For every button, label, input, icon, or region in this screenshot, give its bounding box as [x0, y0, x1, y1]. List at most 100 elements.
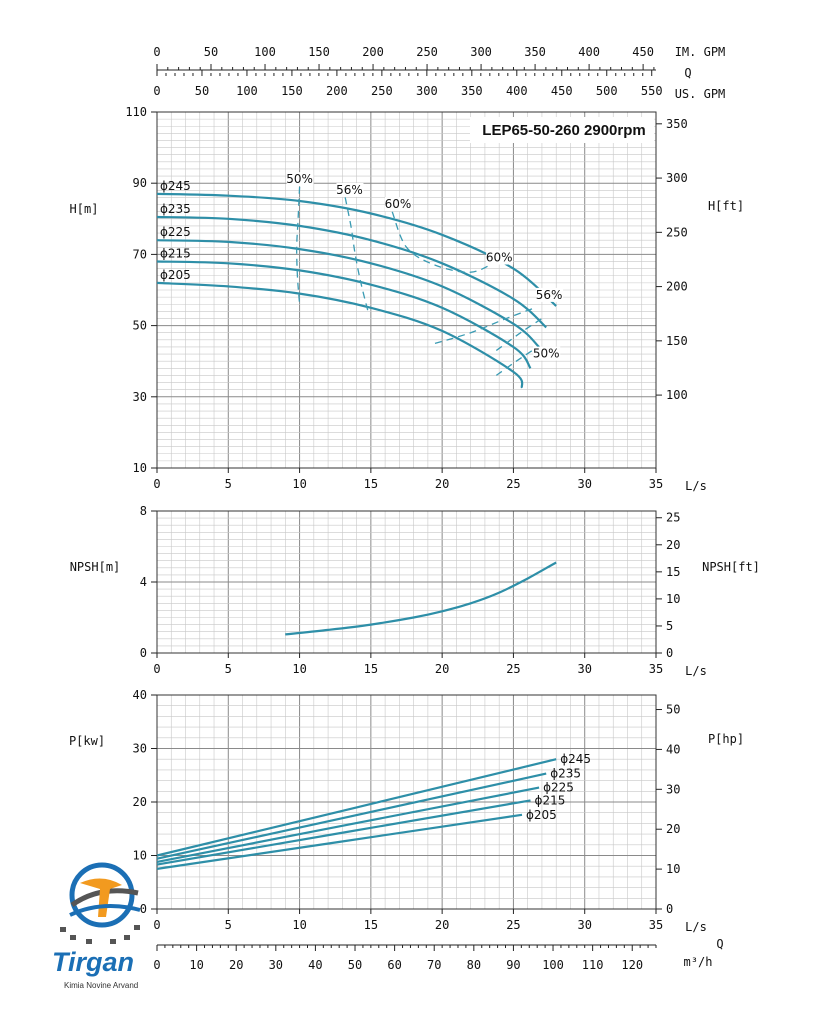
x-tick-label: 5: [225, 477, 232, 491]
y-tick-label: 0: [140, 902, 147, 916]
im-gpm-tick-label: 50: [204, 45, 218, 59]
m3h-tick-label: 120: [621, 958, 643, 972]
y-tick-label: 4: [140, 575, 147, 589]
us-gpm-tick-label: 250: [371, 84, 393, 98]
head-curve-0: [156, 192, 557, 307]
right-tick-label: 10: [666, 862, 680, 876]
y-tick-label: 10: [133, 461, 147, 475]
x-tick-label: 10: [292, 477, 306, 491]
right-tick-label: 10: [666, 592, 680, 606]
x-axis-label: L/s: [685, 920, 707, 934]
right-tick-label: 200: [666, 280, 688, 294]
y-axis-label-right: NPSH[ft]: [702, 560, 760, 574]
right-tick-label: 0: [666, 902, 673, 916]
us-gpm-tick-label: 200: [326, 84, 348, 98]
right-tick-label: 5: [666, 619, 673, 633]
power-curve-0: [156, 758, 557, 857]
im-gpm-label: IM. GPM: [675, 45, 726, 59]
x-tick-label: 0: [153, 662, 160, 676]
efficiency-label: 60%: [486, 251, 513, 265]
head-curve-label: ϕ215: [160, 247, 191, 261]
efficiency-label-bg: [486, 250, 514, 265]
head-curve-label: ϕ245: [160, 179, 191, 193]
efficiency-curve-1: [344, 197, 369, 312]
efficiency-label-bg: [336, 182, 364, 197]
power-curve-label: ϕ225: [543, 781, 574, 795]
right-tick-label: 50: [666, 703, 680, 717]
im-gpm-tick-label: 400: [578, 45, 600, 59]
y-tick-label: 70: [133, 247, 147, 261]
m3h-tick-label: 20: [229, 958, 243, 972]
im-gpm-tick-label: 150: [308, 45, 330, 59]
npsh-curve-0: [285, 561, 557, 636]
us-gpm-tick-label: 300: [416, 84, 438, 98]
x-tick-label: 0: [153, 918, 160, 932]
m3h-tick-label: 60: [387, 958, 401, 972]
x-tick-label: 25: [506, 662, 520, 676]
tirgan-logo: Tirgan Kimia Novine Arvand: [50, 855, 160, 995]
q-label-top: Q: [684, 66, 691, 80]
power-curve-3: [156, 799, 531, 866]
efficiency-label: 60%: [385, 197, 412, 211]
x-tick-label: 10: [292, 918, 306, 932]
power-curve-4: [156, 813, 523, 870]
us-gpm-tick-label: 150: [281, 84, 303, 98]
right-tick-label: 40: [666, 742, 680, 756]
x-tick-label: 35: [649, 662, 663, 676]
efficiency-label-bg: [533, 346, 561, 361]
head-curve-3: [156, 260, 532, 369]
x-tick-label: 35: [649, 918, 663, 932]
y-tick-label: 90: [133, 176, 147, 190]
x-tick-label: 25: [506, 477, 520, 491]
im-gpm-tick-label: 250: [416, 45, 438, 59]
q-label-bottom: Q: [716, 937, 723, 951]
im-gpm-tick-label: 0: [153, 45, 160, 59]
efficiency-label-bg: [384, 197, 412, 212]
x-tick-label: 5: [225, 662, 232, 676]
m3h-tick-label: 80: [467, 958, 481, 972]
x-axis-label: L/s: [685, 479, 707, 493]
y-tick-label: 10: [133, 849, 147, 863]
efficiency-curve-4: [495, 317, 543, 352]
right-tick-label: 30: [666, 782, 680, 796]
im-gpm-tick-label: 350: [524, 45, 546, 59]
efficiency-curve-2: [391, 211, 497, 273]
power-curve-label: ϕ215: [535, 793, 566, 807]
y-tick-label: 20: [133, 795, 147, 809]
efficiency-curve-3: [434, 307, 536, 345]
efficiency-curve-0: [296, 186, 301, 305]
right-tick-label: 20: [666, 822, 680, 836]
head-curve-label: ϕ225: [160, 225, 191, 239]
right-tick-label: 350: [666, 117, 688, 131]
y-tick-label: 30: [133, 390, 147, 404]
m3h-unit-label: m³/h: [684, 955, 713, 969]
m3h-tick-label: 40: [308, 958, 322, 972]
m3h-tick-label: 10: [189, 958, 203, 972]
head-curve-label: ϕ205: [160, 268, 191, 282]
plot-frame-0: [156, 111, 657, 469]
m3h-tick-label: 70: [427, 958, 441, 972]
power-curve-label: ϕ205: [526, 808, 557, 822]
y-tick-label: 110: [125, 105, 147, 119]
m3h-tick-label: 110: [582, 958, 604, 972]
efficiency-label: 50%: [533, 347, 560, 361]
y-axis-label: NPSH[m]: [70, 560, 121, 574]
power-curve-label: ϕ245: [560, 752, 591, 766]
power-curve-1: [156, 772, 547, 860]
x-tick-label: 20: [435, 477, 449, 491]
chart-title: LEP65-50-260 2900rpm: [482, 122, 645, 139]
efficiency-label: 56%: [336, 183, 363, 197]
power-curve-label: ϕ235: [550, 767, 581, 781]
us-gpm-tick-label: 550: [641, 84, 663, 98]
y-axis-label: P[kw]: [69, 734, 105, 748]
m3h-tick-label: 90: [506, 958, 520, 972]
m3h-tick-label: 100: [542, 958, 564, 972]
x-tick-label: 0: [153, 477, 160, 491]
y-axis-label-right: P[hp]: [708, 732, 744, 746]
y-tick-label: 8: [140, 504, 147, 518]
efficiency-label: 56%: [536, 288, 563, 302]
m3h-tick-label: 30: [269, 958, 283, 972]
x-tick-label: 15: [364, 477, 378, 491]
us-gpm-label: US. GPM: [675, 87, 726, 101]
y-axis-label: H[m]: [70, 202, 99, 216]
